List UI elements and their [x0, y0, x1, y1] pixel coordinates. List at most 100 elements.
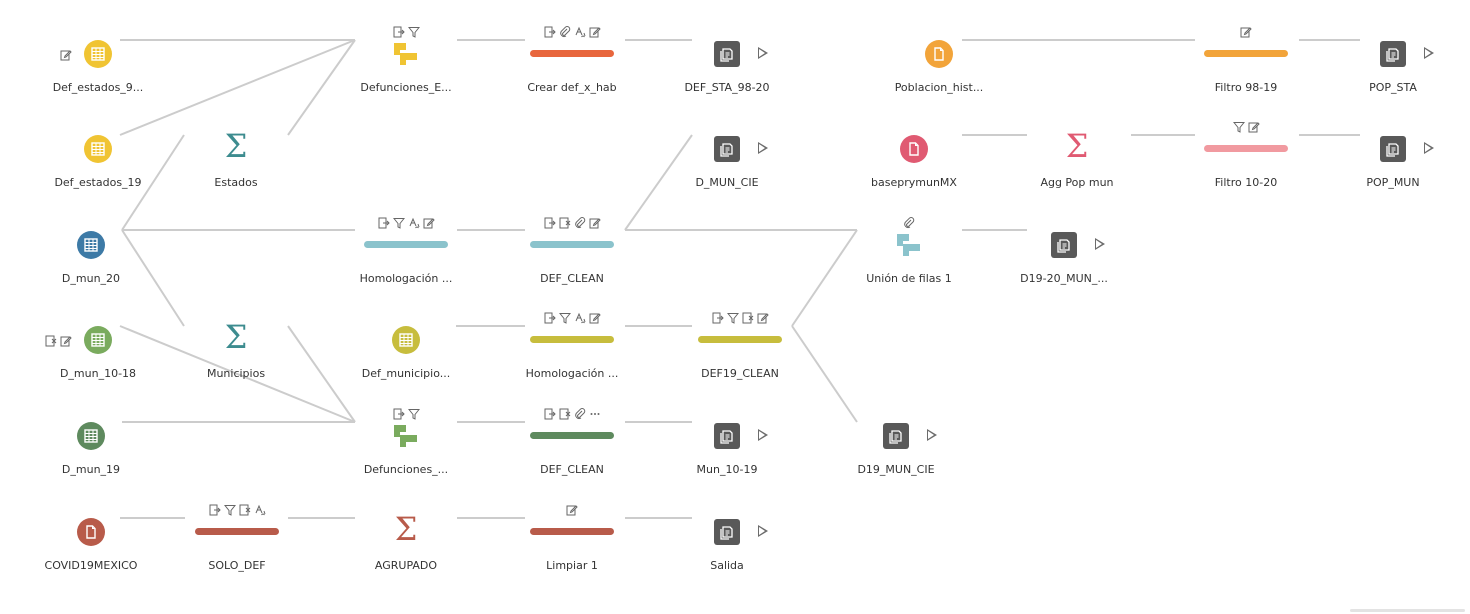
calc-icon[interactable] [408, 217, 420, 229]
clean-step-bar[interactable] [698, 336, 782, 343]
attach-icon[interactable] [903, 217, 915, 229]
step-filtro-98-19[interactable]: Filtro 98-19 [1171, 27, 1321, 95]
step-covid19mexico[interactable]: COVID19MEXICO [16, 505, 166, 573]
step-defunciones-e[interactable]: Defunciones_E... [331, 26, 481, 95]
step-pop-mun[interactable]: POP_MUN [1318, 122, 1468, 190]
edit-icon[interactable] [60, 335, 72, 347]
output-icon[interactable] [1380, 136, 1406, 162]
step-salida[interactable]: Salida [652, 505, 802, 573]
clean-step-bar[interactable] [530, 50, 614, 57]
run-flow-icon[interactable] [927, 429, 937, 441]
run-flow-icon[interactable] [758, 47, 768, 59]
step-agrupado[interactable]: Σ AGRUPADO [331, 505, 481, 573]
clean-step-bar[interactable] [530, 336, 614, 343]
step-d-mun-10-18[interactable]: D_mun_10-18 [23, 313, 173, 381]
step-def-municipio[interactable]: Def_municipio... [331, 313, 481, 381]
edit-icon[interactable] [589, 312, 601, 324]
table-icon[interactable] [77, 422, 105, 450]
edit-icon[interactable] [566, 504, 578, 516]
step-crear-def-x-hab[interactable]: Crear def_x_hab [497, 26, 647, 95]
step-defunciones-2[interactable]: Defunciones_... [331, 408, 481, 477]
output-change-icon[interactable] [544, 26, 556, 38]
step-mun-10-19[interactable]: Mun_10-19 [652, 409, 802, 477]
file-icon[interactable] [900, 135, 928, 163]
clean-step-bar[interactable] [530, 432, 614, 439]
output-change-icon[interactable] [209, 504, 221, 516]
output-change-icon[interactable] [544, 312, 556, 324]
filter-icon[interactable] [558, 312, 571, 324]
aggregate-icon[interactable]: Σ [224, 127, 248, 165]
file-icon[interactable] [77, 518, 105, 546]
remove-icon[interactable] [45, 335, 57, 347]
more-icon[interactable] [589, 408, 601, 420]
output-change-icon[interactable] [544, 217, 556, 229]
step-homologacion-1[interactable]: Homologación ... [331, 217, 481, 286]
edit-icon[interactable] [589, 217, 601, 229]
output-icon[interactable] [883, 423, 909, 449]
step-d-mun-20[interactable]: D_mun_20 [16, 218, 166, 286]
clean-step-bar[interactable] [195, 528, 279, 535]
step-def-estados-9[interactable]: Def_estados_9... [23, 27, 173, 95]
step-agg-pop-mun[interactable]: Σ Agg Pop mun [1002, 122, 1152, 190]
filter-icon[interactable] [392, 217, 405, 229]
step-def-clean-1[interactable]: DEF_CLEAN [497, 217, 647, 286]
filter-icon[interactable] [223, 504, 236, 516]
output-change-icon[interactable] [378, 217, 390, 229]
filter-icon[interactable] [407, 408, 420, 420]
step-union-de-filas-1[interactable]: Unión de filas 1 [834, 217, 984, 286]
table-icon[interactable] [84, 135, 112, 163]
aggregate-icon[interactable]: Σ [1065, 127, 1089, 165]
union-icon[interactable] [896, 231, 922, 263]
step-def-clean-2[interactable]: DEF_CLEAN [497, 408, 647, 477]
union-icon[interactable] [393, 40, 419, 72]
output-icon[interactable] [714, 519, 740, 545]
output-icon[interactable] [714, 41, 740, 67]
attach-icon[interactable] [574, 408, 586, 420]
step-municipios[interactable]: Σ Municipios [161, 313, 311, 381]
clean-step-bar[interactable] [1204, 145, 1288, 152]
step-d-mun-cie[interactable]: D_MUN_CIE [652, 122, 802, 190]
run-flow-icon[interactable] [1095, 238, 1105, 250]
edit-icon[interactable] [1240, 26, 1252, 38]
table-icon[interactable] [84, 326, 112, 354]
output-icon[interactable] [1051, 232, 1077, 258]
step-pop-sta[interactable]: POP_STA [1318, 27, 1468, 95]
clean-step-bar[interactable] [364, 241, 448, 248]
run-flow-icon[interactable] [758, 429, 768, 441]
remove-icon[interactable] [559, 217, 571, 229]
step-d-mun-19[interactable]: D_mun_19 [16, 409, 166, 477]
output-icon[interactable] [1380, 41, 1406, 67]
step-def19-clean[interactable]: DEF19_CLEAN [665, 312, 815, 381]
output-icon[interactable] [714, 423, 740, 449]
step-def-sta-98-20[interactable]: DEF_STA_98-20 [652, 27, 802, 95]
edit-icon[interactable] [757, 312, 769, 324]
filter-icon[interactable] [726, 312, 739, 324]
clean-step-bar[interactable] [530, 528, 614, 535]
union-icon[interactable] [393, 422, 419, 454]
output-change-icon[interactable] [393, 26, 405, 38]
edit-icon[interactable] [1248, 121, 1260, 133]
run-flow-icon[interactable] [1424, 47, 1434, 59]
step-filtro-10-20[interactable]: Filtro 10-20 [1171, 122, 1321, 190]
filter-icon[interactable] [1232, 121, 1245, 133]
remove-icon[interactable] [559, 408, 571, 420]
step-d19-mun-cie[interactable]: D19_MUN_CIE [821, 409, 971, 477]
output-change-icon[interactable] [544, 408, 556, 420]
clean-step-bar[interactable] [530, 241, 614, 248]
remove-icon[interactable] [742, 312, 754, 324]
run-flow-icon[interactable] [758, 142, 768, 154]
run-flow-icon[interactable] [758, 525, 768, 537]
step-def-estados-19[interactable]: Def_estados_19 [23, 122, 173, 190]
step-d19-20-mun[interactable]: D19-20_MUN_... [989, 218, 1139, 286]
aggregate-icon[interactable]: Σ [394, 510, 418, 548]
table-icon[interactable] [77, 231, 105, 259]
edit-icon[interactable] [60, 49, 72, 61]
edit-icon[interactable] [423, 217, 435, 229]
horizontal-scrollbar[interactable] [1350, 609, 1465, 612]
table-icon[interactable] [392, 326, 420, 354]
aggregate-icon[interactable]: Σ [224, 318, 248, 356]
edit-icon[interactable] [589, 26, 601, 38]
step-estados[interactable]: Σ Estados [161, 122, 311, 190]
attach-icon[interactable] [559, 26, 571, 38]
